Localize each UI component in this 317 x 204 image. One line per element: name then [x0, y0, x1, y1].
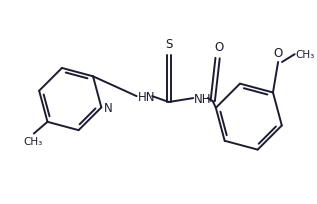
Text: O: O — [274, 47, 283, 60]
Text: HN: HN — [138, 90, 155, 103]
Text: S: S — [165, 38, 172, 51]
Text: NH: NH — [194, 92, 212, 105]
Text: O: O — [214, 41, 223, 54]
Text: N: N — [104, 101, 113, 114]
Text: CH₃: CH₃ — [296, 50, 315, 60]
Text: CH₃: CH₃ — [23, 137, 42, 147]
